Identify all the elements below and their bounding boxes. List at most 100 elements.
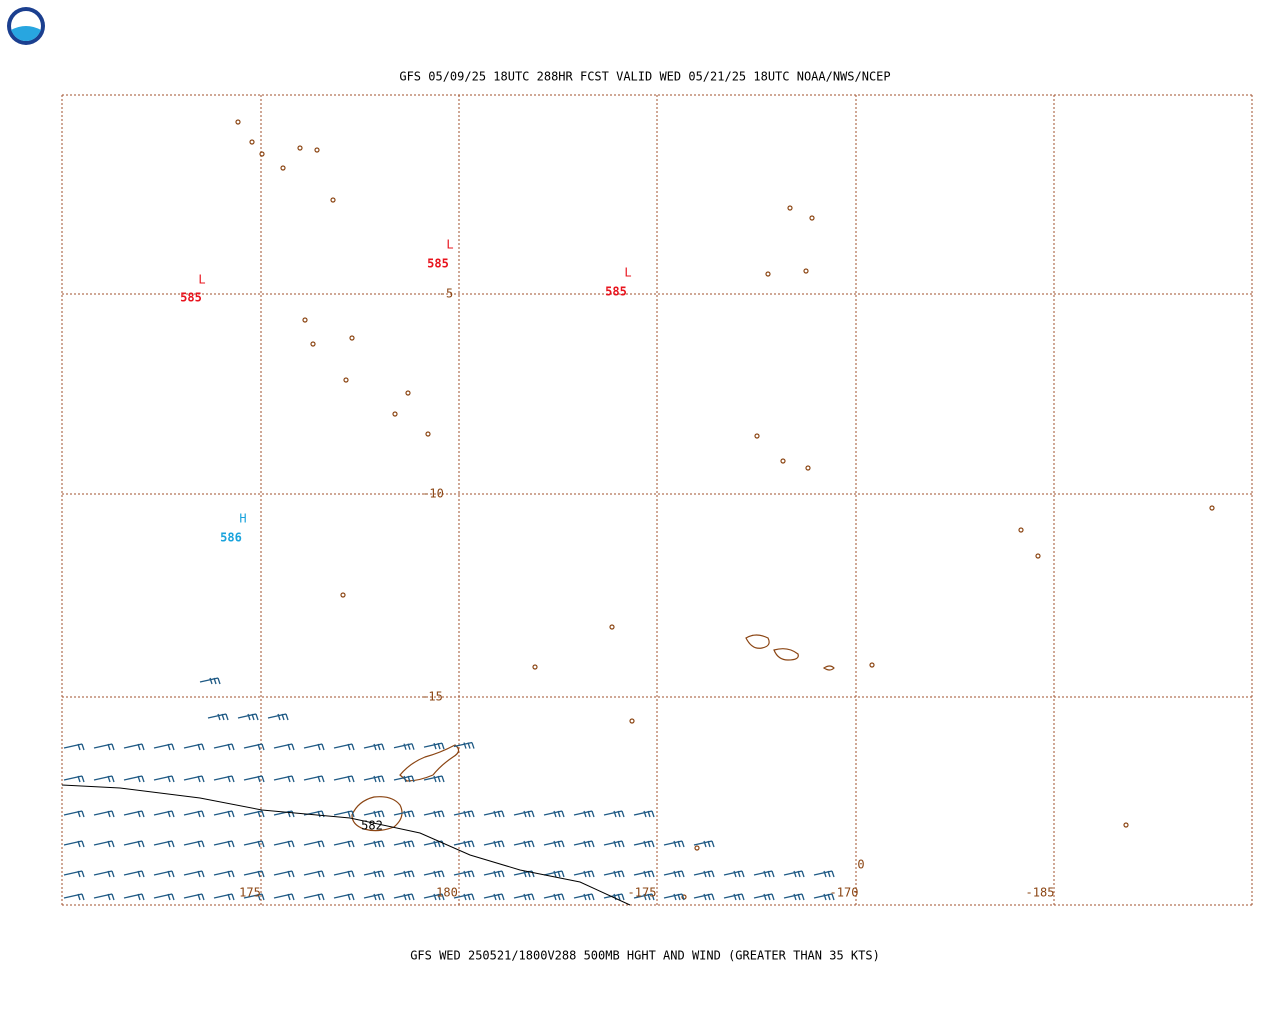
wind-barb	[213, 893, 235, 901]
wind-barb	[393, 870, 415, 878]
wind-barb	[663, 870, 685, 878]
wind-barb	[513, 870, 535, 878]
islet	[532, 664, 538, 670]
wind-barb	[123, 775, 145, 783]
islet	[609, 624, 615, 630]
wind-barb	[213, 775, 235, 783]
islet	[1209, 505, 1215, 511]
longitude-label: 180	[436, 886, 458, 900]
wind-barb	[723, 893, 745, 901]
islet	[1018, 527, 1024, 533]
wind-barb	[303, 743, 325, 751]
wind-barb	[453, 870, 475, 878]
longitude-label: -175	[628, 886, 657, 900]
map-caption: GFS WED 250521/1800V288 500MB HGHT AND W…	[410, 949, 880, 963]
wind-barb	[123, 840, 145, 848]
wind-barb	[423, 810, 445, 818]
wind-barb	[573, 870, 595, 878]
wind-barb	[183, 775, 205, 783]
wind-barb	[453, 840, 475, 848]
wind-barb	[363, 743, 385, 751]
wind-barb	[783, 870, 805, 878]
islet	[809, 215, 815, 221]
wind-barb	[303, 870, 325, 878]
pressure-center-symbol: L	[446, 238, 453, 252]
wind-barb	[363, 775, 385, 783]
islet	[330, 197, 336, 203]
wind-barb	[153, 893, 175, 901]
wind-barb	[123, 810, 145, 818]
wind-barb	[63, 870, 85, 878]
wind-barb	[267, 713, 289, 721]
wind-barb	[333, 893, 355, 901]
wind-barb	[483, 870, 505, 878]
wind-barb	[243, 810, 265, 818]
islet	[869, 662, 875, 668]
wind-barb	[213, 810, 235, 818]
wind-barb	[603, 870, 625, 878]
wind-barb	[273, 870, 295, 878]
wind-barb	[633, 893, 655, 901]
islet	[780, 458, 786, 464]
pressure-center-symbol: L	[198, 273, 205, 287]
island	[399, 744, 460, 782]
wind-barb	[333, 840, 355, 848]
wind-barb	[453, 810, 475, 818]
wind-barb	[813, 870, 835, 878]
wind-barb	[243, 743, 265, 751]
wind-barb	[513, 893, 535, 901]
island	[351, 796, 403, 832]
longitude-label: -170	[830, 886, 859, 900]
islet	[392, 411, 398, 417]
wind-barb	[513, 840, 535, 848]
islet	[754, 433, 760, 439]
islet	[765, 271, 771, 277]
wind-barb	[543, 840, 565, 848]
wind-barb	[483, 810, 505, 818]
wind-barb	[573, 840, 595, 848]
wind-barb	[333, 870, 355, 878]
wind-barb	[573, 810, 595, 818]
wind-barb	[93, 893, 115, 901]
latitude-label: -5	[439, 287, 453, 301]
wind-barb	[93, 840, 115, 848]
wind-barb	[423, 840, 445, 848]
wind-barb	[363, 893, 385, 901]
wind-barb	[183, 893, 205, 901]
wind-barb	[183, 810, 205, 818]
wind-barb	[303, 775, 325, 783]
latitude-label: -15	[421, 690, 443, 704]
wind-barb	[813, 893, 835, 901]
wind-barb	[663, 840, 685, 848]
wind-barb	[333, 810, 355, 818]
graticule	[61, 94, 1253, 906]
islet	[629, 718, 635, 724]
wind-barb	[303, 840, 325, 848]
latitude-label: -10	[422, 487, 444, 501]
contour-label: 582	[361, 819, 383, 833]
island	[773, 648, 799, 661]
pressure-center-value: 585	[427, 257, 449, 271]
pressure-center-symbol: L	[624, 266, 631, 280]
islet	[340, 592, 346, 598]
wind-barb	[633, 840, 655, 848]
islet	[343, 377, 349, 383]
islet	[805, 465, 811, 471]
wind-barb	[213, 870, 235, 878]
wind-barb	[363, 840, 385, 848]
islet	[787, 205, 793, 211]
wind-barb	[273, 840, 295, 848]
wind-barb	[333, 743, 355, 751]
wind-barb	[693, 840, 715, 848]
islet	[314, 147, 320, 153]
wind-barb	[603, 810, 625, 818]
wind-barb	[93, 810, 115, 818]
wind-barb	[333, 775, 355, 783]
islet	[235, 119, 241, 125]
wind-barb	[633, 870, 655, 878]
wind-barb	[723, 870, 745, 878]
wind-barb	[603, 840, 625, 848]
wind-barb	[153, 743, 175, 751]
wind-barb	[93, 870, 115, 878]
